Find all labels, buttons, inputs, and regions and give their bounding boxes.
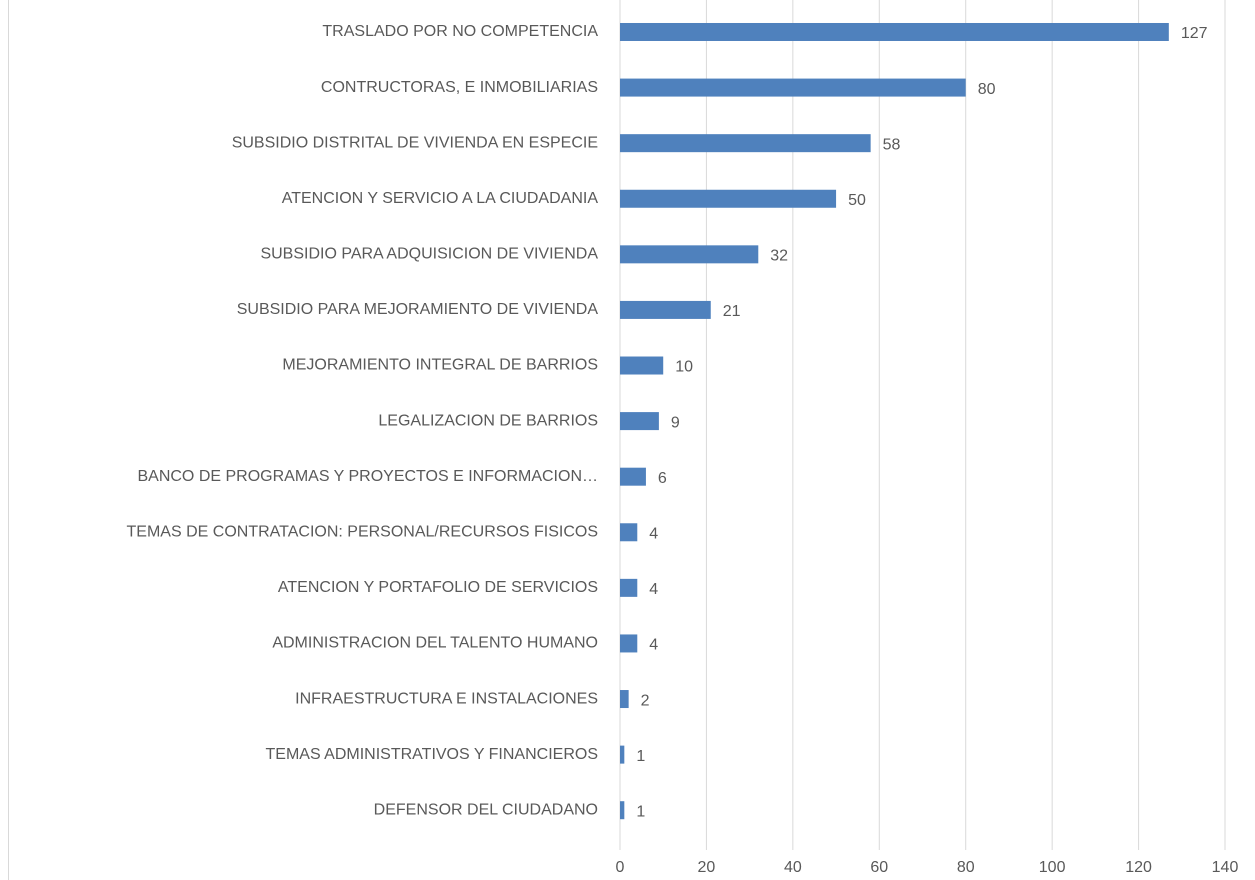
x-tick-label: 60 <box>870 859 888 876</box>
data-label: 50 <box>848 192 866 209</box>
data-label: 1 <box>636 803 645 820</box>
data-label: 6 <box>658 470 667 487</box>
bar <box>620 690 629 709</box>
data-label: 2 <box>641 692 650 709</box>
x-tick-label: 120 <box>1125 859 1152 876</box>
y-tick-label: SUBSIDIO PARA ADQUISICION DE VIVIENDA <box>260 246 598 263</box>
y-tick-label: CONTRUCTORAS, E INMOBILIARIAS <box>321 79 598 96</box>
x-tick-label: 140 <box>1212 859 1239 876</box>
data-label: 80 <box>978 81 996 98</box>
bar <box>620 745 625 764</box>
data-label: 4 <box>649 581 658 598</box>
bar <box>620 412 659 431</box>
x-tick-label: 20 <box>698 859 716 876</box>
y-tick-label: BANCO DE PROGRAMAS Y PROYECTOS E INFORMA… <box>137 468 598 485</box>
bar <box>620 22 1169 41</box>
x-tick-label: 80 <box>957 859 975 876</box>
bar <box>620 78 966 97</box>
bar <box>620 801 625 820</box>
data-label: 127 <box>1181 25 1208 42</box>
data-label: 32 <box>770 248 788 265</box>
y-tick-label: DEFENSOR DEL CIUDADANO <box>374 801 598 818</box>
y-tick-label: SUBSIDIO PARA MEJORAMIENTO DE VIVIENDA <box>237 301 599 318</box>
data-label: 4 <box>649 637 658 654</box>
y-tick-label: MEJORAMIENTO INTEGRAL DE BARRIOS <box>282 357 598 374</box>
bar <box>620 578 638 597</box>
data-label: 1 <box>636 748 645 765</box>
x-tick-label: 100 <box>1039 859 1066 876</box>
y-tick-label: TEMAS DE CONTRATACION: PERSONAL/RECURSOS… <box>127 523 598 540</box>
bar <box>620 134 871 153</box>
data-label: 21 <box>723 303 741 320</box>
y-tick-label: TEMAS ADMINISTRATIVOS Y FINANCIEROS <box>266 746 599 763</box>
bar <box>620 467 646 486</box>
data-label: 10 <box>675 359 693 376</box>
bar <box>620 189 837 208</box>
bar <box>620 245 759 264</box>
bar <box>620 634 638 653</box>
y-tick-label: ATENCION Y SERVICIO A LA CIUDADANIA <box>282 190 599 207</box>
bar <box>620 523 638 542</box>
y-tick-label: ATENCION Y PORTAFOLIO DE SERVICIOS <box>278 579 598 596</box>
y-tick-label: INFRAESTRUCTURA E INSTALACIONES <box>295 690 598 707</box>
data-label: 4 <box>649 525 658 542</box>
x-tick-label: 0 <box>616 859 625 876</box>
y-tick-label: SUBSIDIO DISTRITAL DE VIVIENDA EN ESPECI… <box>232 134 598 151</box>
x-tick-label: 40 <box>784 859 802 876</box>
bar <box>620 356 664 375</box>
y-tick-label: TRASLADO POR NO COMPETENCIA <box>322 23 598 40</box>
bar <box>620 300 711 319</box>
data-label: 9 <box>671 414 680 431</box>
y-tick-label: LEGALIZACION DE BARRIOS <box>378 412 598 429</box>
data-label: 58 <box>883 136 901 153</box>
y-tick-label: ADMINISTRACION DEL TALENTO HUMANO <box>272 635 598 652</box>
